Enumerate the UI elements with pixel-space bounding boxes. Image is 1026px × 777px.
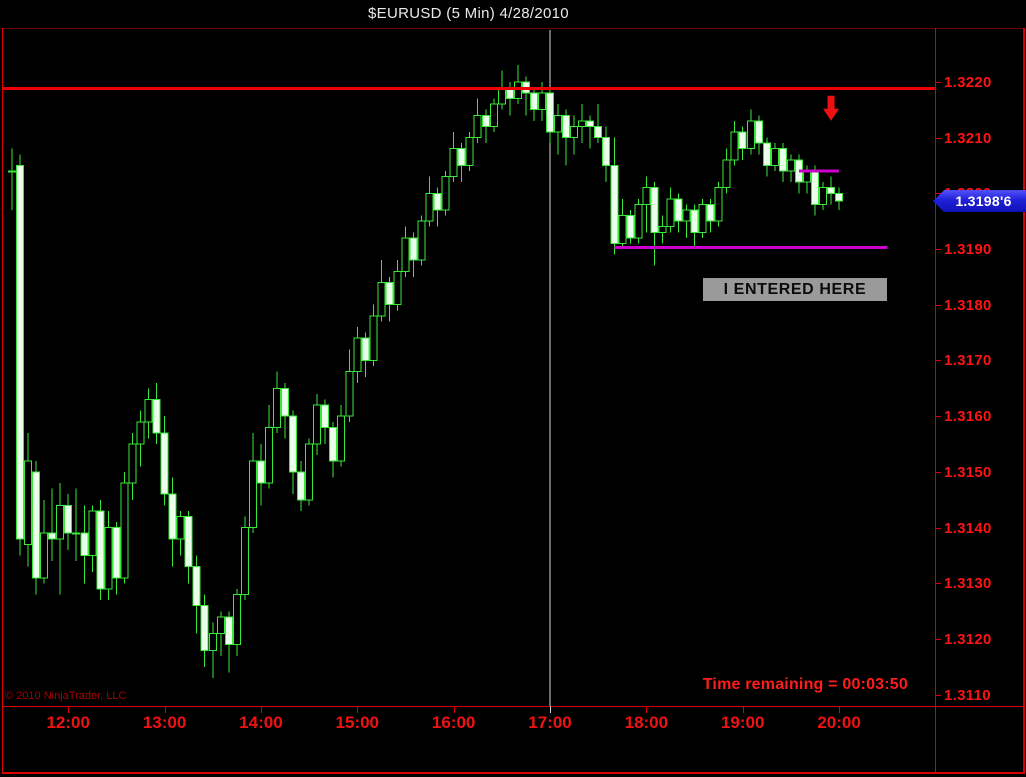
down-arrow-annotation[interactable]: [823, 95, 840, 121]
time-tick: [357, 706, 359, 713]
price-tick-label: 1.3160: [944, 408, 992, 426]
time-tick: [839, 706, 841, 713]
price-tick: [935, 304, 941, 306]
price-tick: [935, 249, 941, 251]
time-tick-label: 15:00: [335, 713, 380, 732]
time-tick-label: 19:00: [720, 713, 765, 732]
time-tick-label: 16:00: [431, 713, 476, 732]
time-tick: [68, 706, 70, 713]
time-tick-label: 20:00: [817, 713, 861, 732]
frame-right-line: [1023, 28, 1025, 773]
price-tick-label: 1.3150: [944, 463, 992, 481]
chart-canvas[interactable]: [3, 30, 935, 706]
price-tick: [935, 583, 941, 585]
time-tick: [453, 706, 455, 713]
resistance-line[interactable]: [3, 87, 935, 91]
price-tick-label: 1.3110: [944, 686, 991, 704]
price-tick: [935, 639, 941, 641]
price-tick: [935, 193, 941, 195]
price-tick: [935, 694, 941, 696]
frame-bottom-line: [2, 772, 1025, 774]
ninjatrader-watermark: © 2010 NinjaTrader, LLC: [5, 690, 127, 702]
price-axis-divider-line: [935, 28, 936, 773]
price-tick: [935, 81, 941, 83]
time-tick-label: 12:00: [46, 713, 90, 732]
price-tick: [935, 137, 941, 139]
price-tick-label: 1.3130: [944, 575, 992, 593]
price-tick: [935, 527, 941, 529]
price-tick-label: 1.3120: [944, 631, 992, 649]
price-tick-label: 1.3140: [944, 519, 992, 537]
time-tick-label: 14:00: [239, 713, 283, 732]
price-tick: [935, 360, 941, 362]
price-tick-label: 1.3170: [944, 352, 992, 370]
time-tick: [164, 706, 166, 713]
price-tick-label: 1.3180: [944, 296, 992, 314]
time-tick: [550, 706, 551, 713]
price-tick-label: 1.3210: [944, 129, 992, 147]
time-tick-label: 13:00: [142, 713, 187, 732]
time-tick: [742, 706, 744, 713]
frame-top-line: [2, 28, 1025, 29]
time-axis-divider-line: [2, 706, 1024, 707]
candles: [8, 65, 844, 679]
frame-left-line: [2, 28, 3, 773]
time-tick-label: 17:00: [528, 713, 572, 732]
entry-annotation[interactable]: I ENTERED HERE: [702, 277, 888, 301]
time-tick-label: 18:00: [624, 713, 669, 732]
bar-timer-text: Time remaining = 00:03:50: [702, 676, 908, 693]
price-tick-label: 1.3190: [944, 241, 992, 259]
last-price-tag: 1.3198'6: [933, 190, 1026, 213]
time-axis[interactable]: 12:00 13:00 14:00 15:00 16:00 17:00 18:00 19:00…: [2, 706, 1024, 766]
time-tick: [646, 706, 648, 713]
price-tick-label: 1.3220: [944, 73, 992, 91]
price-tick: [935, 416, 941, 418]
price-tick: [935, 471, 941, 473]
chart-title: $EURUSD (5 Min) 4/28/2010: [368, 5, 569, 22]
price-axis[interactable]: 1.32201.32101.32001.31901.31801.31701.31…: [935, 29, 1023, 760]
time-tick: [260, 706, 262, 713]
